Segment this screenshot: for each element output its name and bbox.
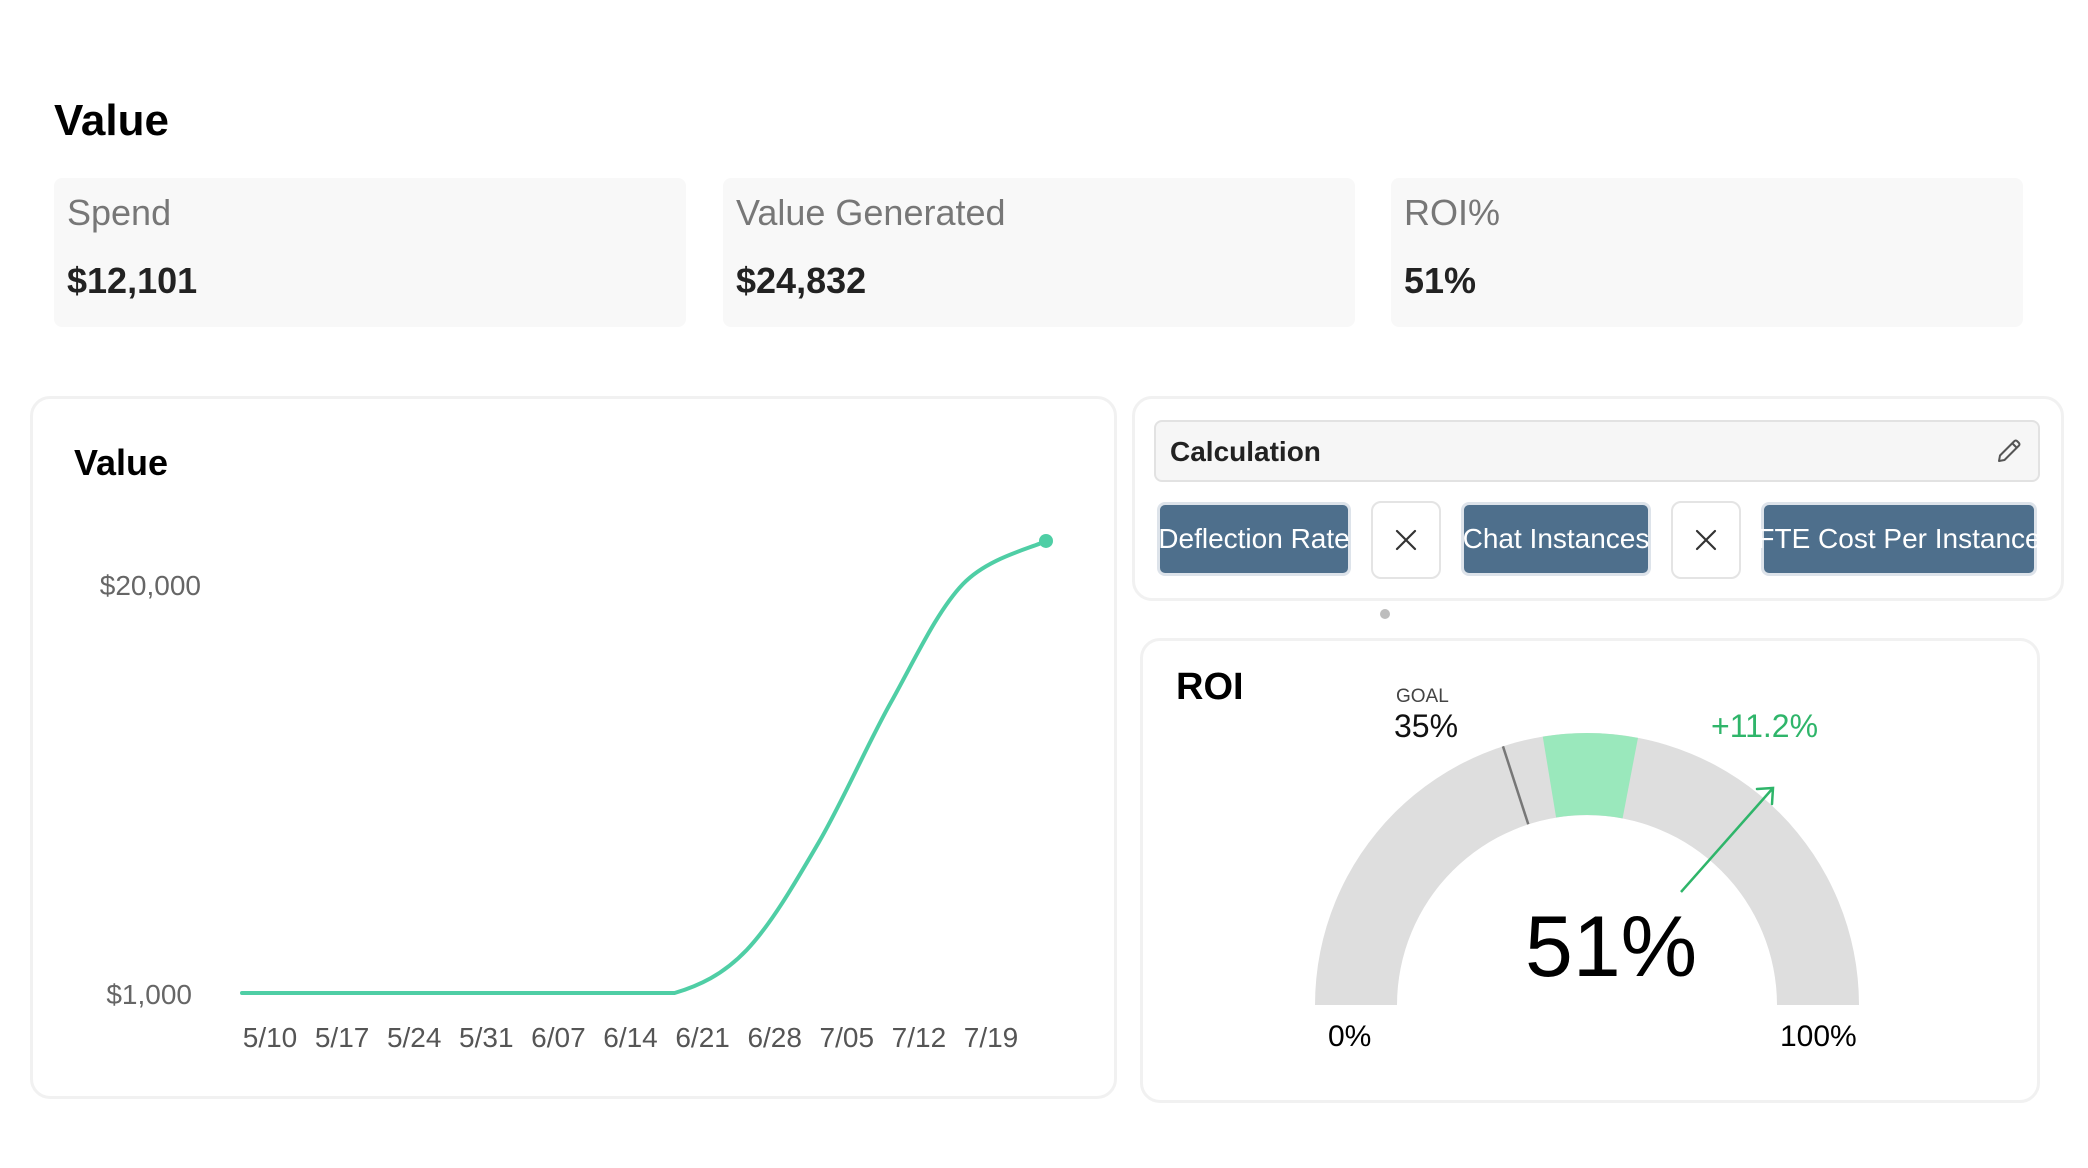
x-tick-label: 5/10 xyxy=(243,1022,298,1053)
term-chip-deflection-rate[interactable]: Deflection Rate xyxy=(1157,502,1351,576)
term-chip-chat-instances[interactable]: Chat Instances xyxy=(1461,502,1651,576)
gauge-delta-segment xyxy=(1542,733,1638,819)
gauge-track xyxy=(1315,733,1859,1005)
kpi-label: Value Generated xyxy=(736,192,1006,233)
calculation-label: Calculation xyxy=(1170,436,1321,467)
x-tick-label: 7/12 xyxy=(892,1022,947,1053)
x-tick-label: 5/31 xyxy=(459,1022,514,1053)
series-end-point xyxy=(1039,533,1053,548)
kpi-label: ROI% xyxy=(1404,192,1501,233)
kpi-card-value-generated: Value Generated $24,832 xyxy=(723,178,1355,327)
x-tick-label: 6/21 xyxy=(675,1022,730,1053)
series-line xyxy=(240,538,1048,996)
x-tick-label: 7/05 xyxy=(820,1022,875,1053)
roi-card xyxy=(1140,638,2040,1103)
pager-dot[interactable] xyxy=(1380,609,1390,619)
gauge-min-label: 0% xyxy=(1328,1020,1372,1053)
calculation-header: Calculation xyxy=(1154,420,2040,482)
multiply-icon xyxy=(1395,529,1417,551)
chart-title: Value xyxy=(74,442,169,483)
kpi-value: $12,101 xyxy=(67,260,198,301)
x-tick-label: 6/14 xyxy=(603,1022,658,1053)
gauge-goal-marker xyxy=(1501,745,1530,825)
gauge-max-label: 100% xyxy=(1780,1020,1857,1053)
value-chart-card xyxy=(30,396,1117,1099)
x-tick-label: 6/07 xyxy=(531,1022,586,1053)
gauge-goal-value: 35% xyxy=(1394,708,1459,744)
kpi-card-spend: Spend $12,101 xyxy=(54,178,686,327)
x-tick-label: 7/19 xyxy=(964,1022,1019,1053)
kpi-value: $24,832 xyxy=(736,260,867,301)
y-tick-label: $20,000 xyxy=(100,570,201,601)
kpi-label: Spend xyxy=(67,192,172,233)
term-chip-fte-cost-per-instance[interactable]: FTE Cost Per Instance xyxy=(1757,502,2041,576)
y-tick-label: $1,000 xyxy=(106,979,192,1010)
multiply-icon xyxy=(1695,529,1717,551)
x-tick-label: 6/28 xyxy=(747,1022,802,1053)
kpi-card-roi: ROI% 51% xyxy=(1391,178,2023,327)
page-title: Value xyxy=(54,96,169,145)
gauge-delta-value: +11.2% xyxy=(1711,708,1819,744)
x-tick-label: 5/17 xyxy=(315,1022,370,1053)
kpi-value: 51% xyxy=(1404,260,1477,301)
gauge-delta-arrow xyxy=(1680,787,1774,893)
roi-title: ROI xyxy=(1176,666,1244,708)
x-tick-label: 5/24 xyxy=(387,1022,442,1053)
gauge-goal-label: GOAL xyxy=(1396,686,1449,707)
multiply-operator[interactable] xyxy=(1371,501,1441,579)
multiply-operator[interactable] xyxy=(1671,501,1741,579)
pencil-icon[interactable] xyxy=(1994,436,2024,466)
gauge-arrowhead xyxy=(1755,786,1775,806)
gauge-center-value: 51% xyxy=(1525,899,1698,995)
